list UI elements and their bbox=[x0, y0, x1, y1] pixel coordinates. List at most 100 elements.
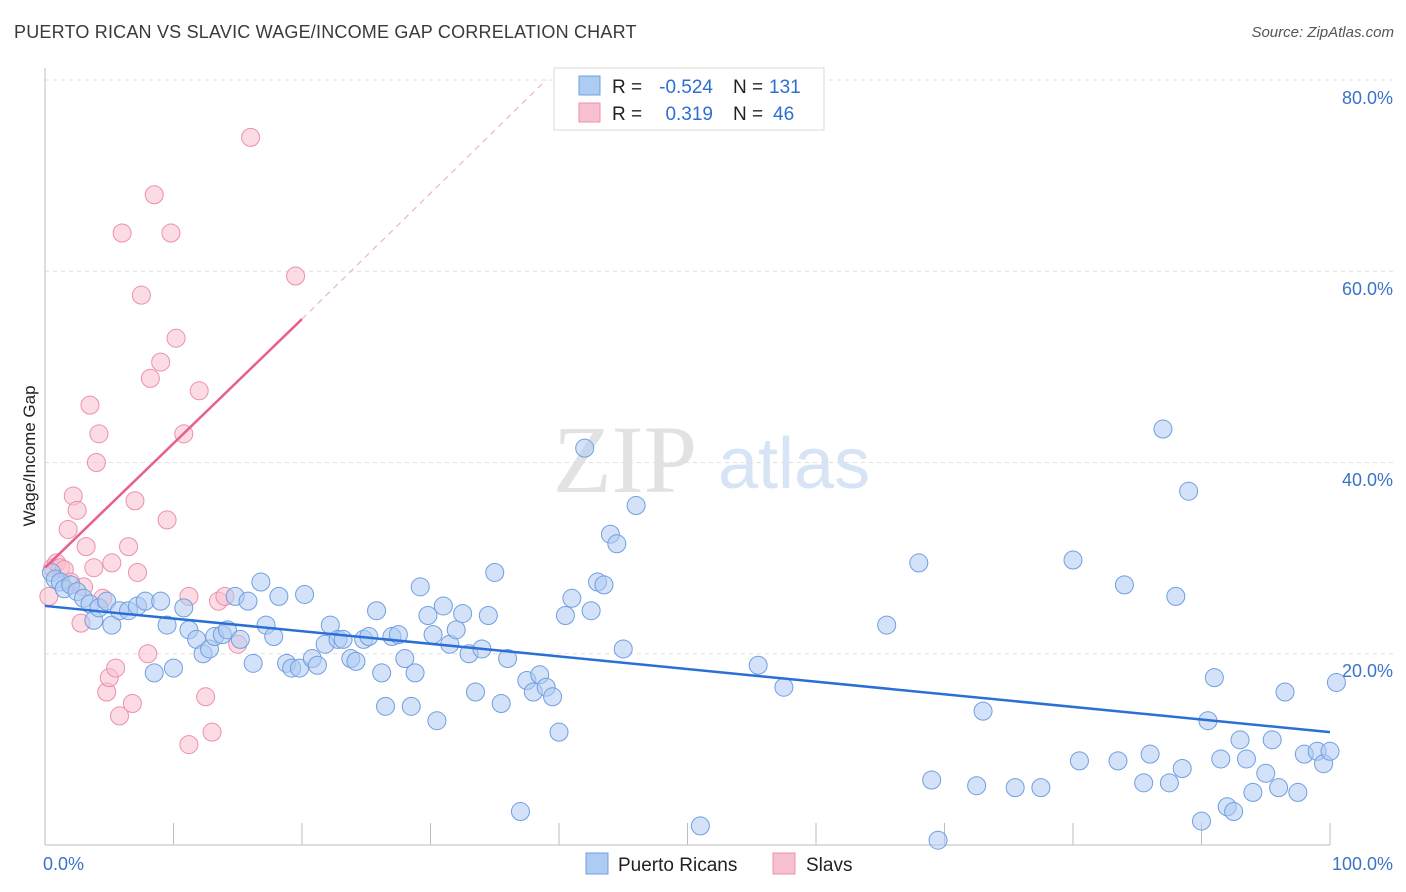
slavs-point bbox=[119, 537, 139, 557]
slavs-point bbox=[67, 500, 87, 520]
puerto-ricans-point bbox=[1320, 741, 1340, 761]
puerto-ricans-point bbox=[376, 696, 396, 716]
legend-n-value: 131 bbox=[769, 77, 801, 98]
puerto-ricans-point bbox=[1114, 575, 1134, 595]
puerto-ricans-point bbox=[307, 655, 327, 675]
puerto-ricans-point bbox=[922, 770, 942, 790]
bottom-legend-label-puerto-ricans: Puerto Ricans bbox=[618, 855, 737, 876]
series-legend: Puerto Ricans Slavs bbox=[585, 852, 852, 876]
slavs-point bbox=[138, 644, 158, 664]
puerto-ricans-point bbox=[909, 553, 929, 573]
puerto-ricans-point bbox=[1172, 759, 1192, 778]
puerto-ricans-point bbox=[405, 663, 425, 683]
slavs-point bbox=[144, 185, 164, 205]
puerto-ricans-point bbox=[1192, 811, 1211, 831]
puerto-ricans-point bbox=[607, 534, 627, 554]
axes bbox=[44, 68, 1331, 846]
trendlines bbox=[44, 79, 1331, 734]
puerto-ricans-point bbox=[1211, 749, 1231, 769]
legend-r-value: -0.524 bbox=[659, 77, 713, 98]
slavs-point bbox=[84, 558, 104, 578]
puerto-ricans-point bbox=[295, 584, 315, 604]
stats-legend: R = -0.524 N = 131 R = 0.319 N = 46 bbox=[553, 67, 825, 131]
puerto-ricans-point bbox=[1005, 778, 1025, 798]
slavs-trendline-extension bbox=[301, 79, 547, 320]
slavs-point bbox=[131, 285, 151, 305]
puerto-ricans-point bbox=[928, 830, 948, 850]
slavs-point bbox=[86, 453, 106, 472]
legend-r-label: R = bbox=[612, 77, 642, 98]
puerto-ricans-point bbox=[575, 438, 595, 458]
puerto-ricans-point bbox=[1236, 749, 1256, 769]
xtick-label-0: 0.0% bbox=[43, 854, 84, 874]
puerto-ricans-point bbox=[1153, 419, 1173, 439]
puerto-ricans-point bbox=[613, 639, 633, 659]
legend-n-label: N = bbox=[733, 77, 763, 98]
slavs-point bbox=[122, 693, 142, 713]
ytick-label-80: 80.0% bbox=[1342, 88, 1393, 108]
puerto-ricans-point bbox=[1243, 782, 1263, 802]
puerto-ricans-point bbox=[549, 722, 569, 742]
puerto-ricans-point bbox=[485, 562, 505, 582]
puerto-ricans-point bbox=[97, 591, 117, 611]
puerto-ricans-point bbox=[401, 696, 421, 716]
puerto-ricans-point bbox=[423, 625, 443, 645]
puerto-ricans-point bbox=[1140, 744, 1160, 764]
puerto-ricans-point bbox=[1256, 763, 1276, 783]
puerto-ricans-point bbox=[1288, 782, 1308, 802]
legend-n-label: N = bbox=[733, 104, 763, 125]
puerto-ricans-point bbox=[1069, 751, 1089, 771]
slavs-point bbox=[179, 735, 199, 755]
puerto-ricans-point bbox=[748, 655, 768, 675]
puerto-ricans-point bbox=[243, 653, 263, 673]
ytick-label-40: 40.0% bbox=[1342, 470, 1393, 490]
bottom-legend-swatch-slavs bbox=[772, 852, 796, 875]
slavs-trendline bbox=[44, 318, 303, 569]
puerto-ricans-point bbox=[269, 586, 289, 606]
gridlines bbox=[45, 79, 1395, 655]
legend-r-label: R = bbox=[612, 104, 642, 125]
puerto-ricans-point bbox=[418, 606, 438, 625]
puerto-ricans-point bbox=[144, 663, 164, 683]
slavs-point bbox=[196, 687, 216, 707]
puerto-ricans-point bbox=[562, 588, 582, 608]
slavs-point bbox=[58, 519, 78, 539]
puerto-ricans-point bbox=[1326, 672, 1346, 692]
puerto-ricans-point bbox=[498, 649, 518, 669]
puerto-ricans-point bbox=[433, 596, 453, 616]
puerto-ricans-point bbox=[164, 658, 183, 678]
ytick-label-20: 20.0% bbox=[1342, 661, 1393, 681]
puerto-ricans-point bbox=[555, 606, 575, 625]
ytick-label-60: 60.0% bbox=[1342, 279, 1393, 299]
puerto-ricans-point bbox=[1134, 773, 1154, 793]
slavs-point bbox=[76, 537, 96, 557]
puerto-ricans-point bbox=[427, 711, 447, 731]
slavs-point bbox=[241, 127, 261, 147]
slavs-point bbox=[112, 223, 132, 243]
puerto-ricans-point bbox=[1224, 802, 1244, 822]
puerto-ricans-point bbox=[251, 572, 271, 592]
puerto-ricans-point bbox=[973, 701, 993, 721]
slavs-point bbox=[161, 223, 181, 243]
slavs-point bbox=[157, 510, 177, 530]
puerto-ricans-point bbox=[626, 496, 646, 516]
puerto-ricans-point bbox=[1063, 550, 1083, 570]
puerto-ricans-point bbox=[491, 693, 511, 713]
puerto-ricans-point bbox=[1159, 773, 1179, 793]
puerto-ricans-point bbox=[594, 575, 614, 595]
puerto-ricans-point bbox=[1230, 730, 1250, 750]
slavs-point bbox=[140, 368, 160, 388]
puerto-ricans-point bbox=[774, 677, 794, 697]
slavs-point bbox=[286, 266, 306, 286]
chart-title: PUERTO RICAN VS SLAVIC WAGE/INCOME GAP C… bbox=[14, 22, 637, 42]
y-axis-label: Wage/Income Gap bbox=[20, 385, 39, 526]
puerto-ricans-point bbox=[230, 629, 250, 649]
puerto-ricans-point bbox=[346, 651, 366, 671]
puerto-ricans-point bbox=[238, 591, 258, 611]
puerto-ricans-point bbox=[395, 649, 415, 669]
puerto-ricans-point bbox=[174, 598, 194, 618]
puerto-ricans-point bbox=[1031, 778, 1051, 798]
slavs-point bbox=[202, 722, 222, 742]
watermark-zip: ZIP bbox=[553, 406, 697, 513]
puerto-ricans-point bbox=[1262, 730, 1282, 750]
